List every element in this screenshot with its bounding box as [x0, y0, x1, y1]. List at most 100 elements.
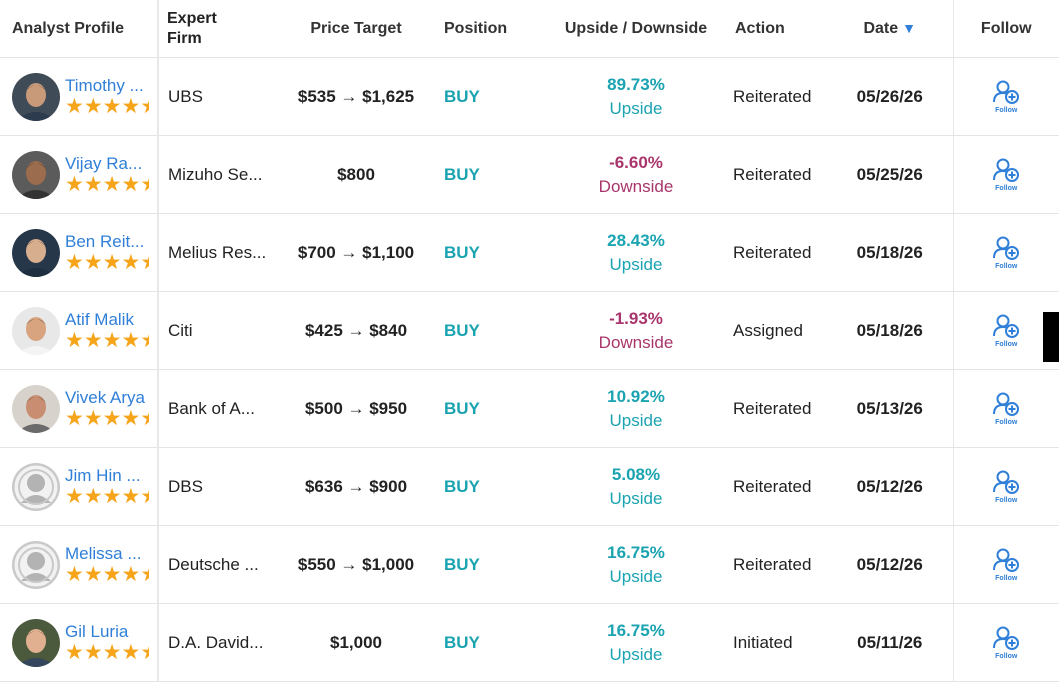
rating-half-star-icon: ★: [140, 565, 149, 585]
upside-downside-cell: 16.75% Upside: [549, 525, 723, 604]
follow-button[interactable]: Follow: [992, 80, 1020, 114]
rating-star-icon: ★: [102, 485, 122, 508]
position-label: BUY: [432, 447, 549, 526]
follow-button[interactable]: Follow: [992, 314, 1020, 348]
analyst-rating-stars: ★★★★★: [65, 96, 149, 117]
follow-button[interactable]: Follow: [992, 392, 1020, 426]
analyst-name-link[interactable]: Vijay Ra...: [65, 154, 143, 173]
expert-firm: DBS: [158, 447, 280, 526]
rating-star-icon: ★: [83, 173, 103, 196]
analyst-avatar[interactable]: [12, 306, 60, 355]
upside-downside-percent: 89.73%: [607, 74, 665, 94]
analyst-avatar[interactable]: [12, 150, 60, 199]
analyst-name-link[interactable]: Timothy ...: [65, 76, 144, 95]
follow-user-icon: [992, 548, 1020, 577]
upside-downside-label: Upside: [609, 488, 663, 508]
rating-star-icon: ★: [65, 563, 84, 586]
rating-star-icon: ★: [65, 251, 84, 274]
rating-star-icon: ★: [83, 563, 103, 586]
analyst-rating-stars: ★★★★★: [65, 563, 149, 586]
upside-downside-cell: 10.92% Upside: [549, 369, 723, 448]
follow-button[interactable]: Follow: [992, 626, 1020, 660]
follow-button[interactable]: Follow: [992, 236, 1020, 270]
analyst-avatar[interactable]: [12, 384, 60, 433]
rating-star-icon: ★: [121, 641, 141, 664]
rating-star-icon: ★: [83, 407, 103, 430]
rating-star-icon: ★: [83, 329, 103, 352]
upside-downside-label: Upside: [609, 254, 663, 274]
rating-half-star-icon: ★: [140, 487, 149, 507]
analyst-name-link[interactable]: Atif Malik: [65, 310, 134, 329]
upside-downside-cell: 89.73% Upside: [549, 57, 723, 136]
header-date[interactable]: Date ▼: [827, 0, 954, 58]
table-row[interactable]: Atif Malik★★★★★Citi$425 → $840BUY-1.93%D…: [0, 291, 1059, 370]
follow-user-icon: [992, 626, 1020, 655]
sort-descending-icon[interactable]: ▼: [902, 19, 917, 36]
header-follow: Follow: [953, 0, 1059, 58]
table-row[interactable]: Gil Luria★★★★★D.A. David...$1,000BUY16.7…: [0, 603, 1059, 682]
upside-downside-percent: -1.93%: [609, 308, 663, 328]
table-row[interactable]: Vijay Ra...★★★★★Mizuho Se...$800BUY-6.60…: [0, 135, 1059, 214]
analyst-avatar[interactable]: [12, 540, 60, 589]
analyst-profile-cell: Timothy ...★★★★★: [0, 57, 159, 136]
expert-firm: Deutsche ...: [158, 525, 280, 604]
upside-downside-percent: 28.43%: [607, 230, 665, 250]
analyst-profile-cell: Vivek Arya★★★★★: [0, 369, 159, 448]
table-row[interactable]: Melissa ...★★★★★Deutsche ...$550 → $1,00…: [0, 525, 1059, 604]
analyst-name-link[interactable]: Vivek Arya: [65, 388, 146, 407]
analyst-avatar[interactable]: [12, 228, 60, 277]
analyst-avatar[interactable]: [12, 462, 60, 511]
follow-button[interactable]: Follow: [992, 158, 1020, 192]
follow-button[interactable]: Follow: [992, 548, 1020, 582]
analyst-name-link[interactable]: Gil Luria: [65, 622, 129, 641]
upside-downside-label: Downside: [598, 332, 674, 352]
table-body: Timothy ...★★★★★UBS$535 → $1,625BUY89.73…: [0, 57, 1059, 682]
upside-downside-cell: 5.08% Upside: [549, 447, 723, 526]
header-action[interactable]: Action: [723, 0, 827, 58]
rating-star-icon: ★: [83, 485, 103, 508]
table-row[interactable]: Vivek Arya★★★★★Bank of A...$500 → $950BU…: [0, 369, 1059, 448]
table-header-row: Analyst Profile Expert Firm Price Target …: [0, 0, 1059, 58]
position-label: BUY: [432, 213, 549, 292]
upside-downside-percent: -6.60%: [609, 152, 663, 172]
table-row[interactable]: Jim Hin ...★★★★★ DBS$636 → $900BUY5.08%Up…: [0, 447, 1059, 526]
header-upside-downside[interactable]: Upside / Downside: [549, 0, 723, 58]
rating-star-icon: ★: [102, 329, 122, 352]
header-price-target[interactable]: Price Target: [280, 0, 432, 58]
position-label: BUY: [432, 57, 549, 136]
upside-downside-label: Upside: [609, 410, 663, 430]
analyst-profile-cell: Melissa ...★★★★★: [0, 525, 159, 604]
table-row[interactable]: Ben Reit...★★★★★Melius Res...$700 → $1,1…: [0, 213, 1059, 292]
header-analyst-profile[interactable]: Analyst Profile: [0, 0, 159, 58]
rating-star-icon: ★: [102, 641, 122, 664]
price-target: $1,000: [280, 603, 432, 682]
rating-star-icon: ★: [65, 173, 84, 196]
analyst-name-link[interactable]: Jim Hin ...: [65, 466, 141, 485]
analyst-name-link[interactable]: Melissa ...: [65, 544, 142, 563]
analyst-name-link[interactable]: Ben Reit...: [65, 232, 145, 251]
follow-user-icon: [992, 80, 1020, 109]
follow-button-label: Follow: [995, 652, 1018, 660]
rating-star-icon: ★: [121, 485, 141, 508]
rating-star-icon: ★: [102, 251, 122, 274]
follow-button[interactable]: Follow: [992, 470, 1020, 504]
price-target: $425 → $840: [280, 291, 432, 370]
position-label: BUY: [432, 525, 549, 604]
header-position[interactable]: Position: [432, 0, 549, 58]
rating-half-star-icon: ★: [140, 409, 149, 429]
expert-firm: Citi: [158, 291, 280, 370]
rating-action: Reiterated: [723, 525, 827, 604]
rating-half-star-icon: ★: [140, 643, 149, 663]
follow-user-icon: [992, 158, 1020, 187]
rating-star-icon: ★: [121, 563, 141, 586]
analyst-rating-stars: ★★★★★: [65, 485, 149, 508]
analyst-avatar[interactable]: [12, 618, 60, 667]
rating-action: Reiterated: [723, 447, 827, 526]
header-expert-firm[interactable]: Expert Firm: [158, 0, 280, 58]
price-target: $636 → $900: [280, 447, 432, 526]
table-row[interactable]: Timothy ...★★★★★UBS$535 → $1,625BUY89.73…: [0, 57, 1059, 136]
analyst-avatar[interactable]: [12, 72, 60, 121]
analyst-rating-stars: ★★★★★: [65, 251, 149, 274]
side-widget-edge[interactable]: [1043, 312, 1059, 362]
follow-button-label: Follow: [995, 106, 1018, 114]
